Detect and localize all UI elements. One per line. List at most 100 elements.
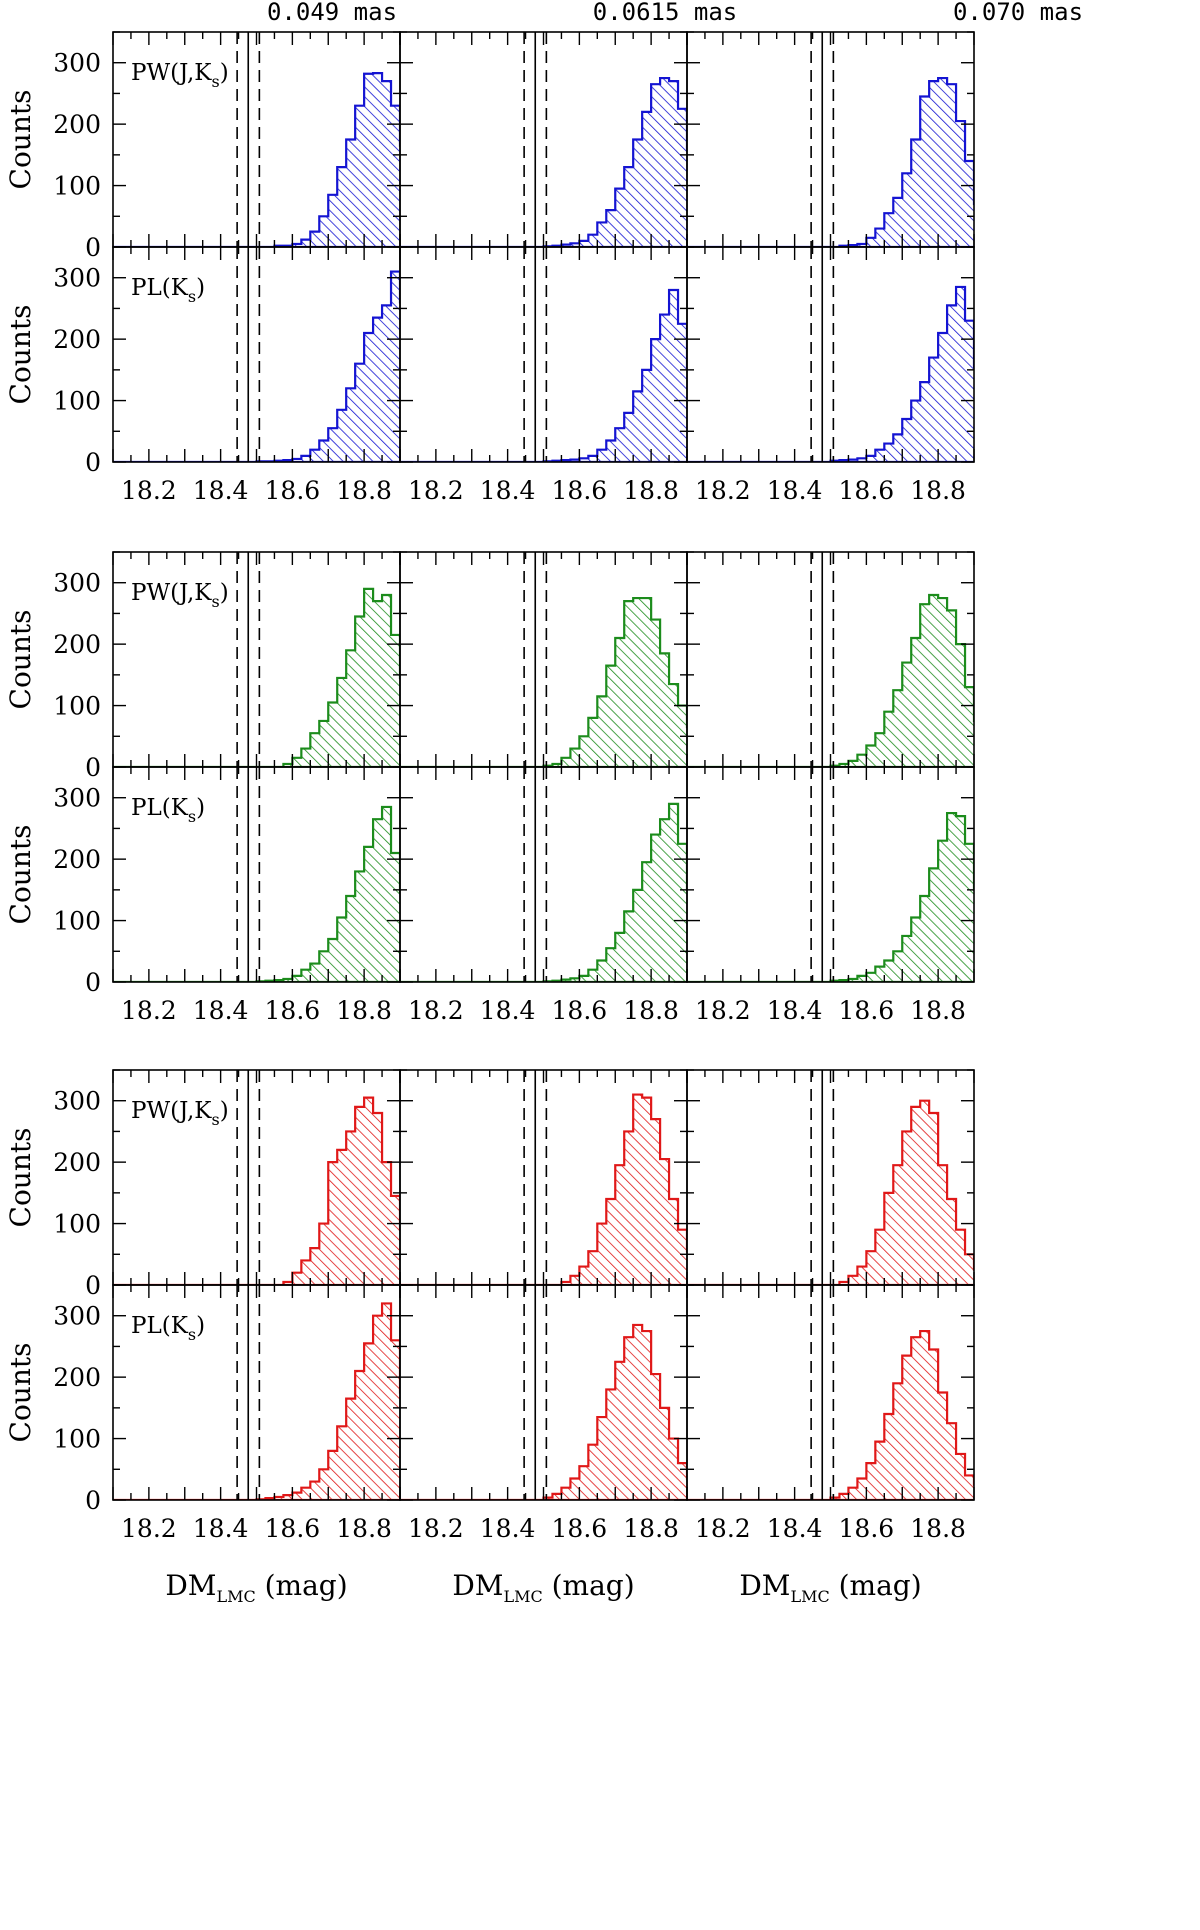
x-tick-label: 18.4 <box>767 476 823 505</box>
row-label-pl: PL(Ks) <box>131 275 205 306</box>
panel-5-3 <box>686 1069 975 1286</box>
x-tick-label: 18.6 <box>265 476 321 505</box>
y-axis-label: Counts <box>4 1128 37 1228</box>
panel-2-3: 18.2 18.4 18.6 18.8 <box>686 246 975 505</box>
x-tick-label: 18.2 <box>121 1514 177 1543</box>
x-tick-label: 18.8 <box>910 996 966 1025</box>
x-axis-label: DMLMC (mag) <box>739 1569 921 1606</box>
panel-1-1: 0 100 200 300 Counts PW(J,Ks) <box>4 31 401 262</box>
y-tick-label: 0 <box>85 1271 101 1300</box>
y-axis-label: Counts <box>4 825 37 925</box>
histogram-bars <box>113 72 400 247</box>
panel-1-3 <box>686 31 975 248</box>
histogram-bars <box>687 593 974 767</box>
y-tick-label: 100 <box>53 387 101 416</box>
y-tick-label: 200 <box>53 110 101 139</box>
y-tick-label: 100 <box>53 907 101 936</box>
x-axis-label: DMLMC (mag) <box>165 1569 347 1606</box>
histogram-bars <box>400 802 687 982</box>
row-label-pl: PL(Ks) <box>131 1313 205 1344</box>
green-group: 0 100 200 300 Counts PW(J,Ks) 0 100 200 300 Counts… <box>4 551 975 1025</box>
x-tick-label: 18.8 <box>623 996 679 1025</box>
column-header-3: 0.070 mas <box>953 0 1083 26</box>
histogram-bars <box>400 596 687 767</box>
y-tick-label: 0 <box>85 753 101 782</box>
histogram-bars <box>400 1093 687 1285</box>
column-header-2: 0.0615 mas <box>593 0 738 26</box>
y-tick-label: 300 <box>53 264 101 293</box>
panel-3-3 <box>686 551 975 768</box>
y-tick-label: 200 <box>53 1148 101 1177</box>
histogram-bars <box>400 288 687 462</box>
row-label-pw: PW(J,Ks) <box>131 60 229 91</box>
column-headers: 0.049 mas 0.0615 mas 0.070 mas <box>267 0 1083 26</box>
histogram-bars <box>400 1323 687 1500</box>
x-tick-label: 18.4 <box>480 476 536 505</box>
column-header-1: 0.049 mas <box>267 0 397 26</box>
panel-6-1: 0 100 200 300 Counts PL(Ks) 18.2 18.4 18.6 18.8 DM… <box>4 1284 401 1606</box>
panel-grid: 0 100 200 300 Counts PW(J,Ks) 0 100 200 300 Counts… <box>4 31 975 1606</box>
x-tick-label: 18.2 <box>695 476 751 505</box>
y-tick-label: 300 <box>53 1087 101 1116</box>
histogram-bars <box>687 1099 974 1285</box>
x-tick-label: 18.8 <box>623 1514 679 1543</box>
y-tick-label: 100 <box>53 172 101 201</box>
y-tick-label: 200 <box>53 630 101 659</box>
x-tick-label: 18.2 <box>695 996 751 1025</box>
y-tick-label: 200 <box>53 845 101 874</box>
x-tick-label: 18.8 <box>336 1514 392 1543</box>
x-tick-label: 18.8 <box>336 476 392 505</box>
x-tick-label: 18.2 <box>121 476 177 505</box>
panel-4-1: 0 100 200 300 Counts PL(Ks) 18.2 18.4 18.6 18.8 <box>4 766 401 1025</box>
blue-group: 0 100 200 300 Counts PW(J,Ks) 0 100 200 300 Counts… <box>4 31 975 505</box>
y-tick-label: 100 <box>53 1425 101 1454</box>
histogram-bars <box>400 76 687 247</box>
x-tick-label: 18.2 <box>121 996 177 1025</box>
row-label-pw: PW(J,Ks) <box>131 1098 229 1129</box>
panel-5-2 <box>399 1069 688 1286</box>
y-tick-label: 300 <box>53 569 101 598</box>
histogram-bars <box>687 1329 974 1500</box>
y-tick-label: 300 <box>53 49 101 78</box>
panel-4-3: 18.2 18.4 18.6 18.8 <box>686 766 975 1025</box>
x-tick-label: 18.2 <box>695 1514 751 1543</box>
red-group: 0 100 200 300 Counts PW(J,Ks) 0 100 200 300 Counts… <box>4 1069 975 1606</box>
histogram-bars <box>113 270 400 462</box>
y-tick-label: 100 <box>53 1210 101 1239</box>
y-axis-label: Counts <box>4 90 37 190</box>
x-tick-label: 18.4 <box>767 1514 823 1543</box>
panel-2-1: 0 100 200 300 Counts PL(Ks) 18.2 18.4 18.6 18.8 <box>4 246 401 505</box>
y-tick-label: 0 <box>85 448 101 477</box>
x-tick-label: 18.8 <box>623 476 679 505</box>
histogram-bars <box>113 1302 400 1500</box>
x-tick-label: 18.8 <box>910 1514 966 1543</box>
y-tick-label: 200 <box>53 325 101 354</box>
x-tick-label: 18.6 <box>265 996 321 1025</box>
y-tick-label: 100 <box>53 692 101 721</box>
panel-5-1: 0 100 200 300 Counts PW(J,Ks) <box>4 1069 401 1300</box>
y-axis-label: Counts <box>4 610 37 710</box>
y-tick-label: 200 <box>53 1363 101 1392</box>
histogram-bars <box>687 811 974 982</box>
x-tick-label: 18.4 <box>193 1514 249 1543</box>
y-axis-label: Counts <box>4 1343 37 1443</box>
panel-3-2 <box>399 551 688 768</box>
x-tick-label: 18.6 <box>839 1514 895 1543</box>
panel-1-2 <box>399 31 688 248</box>
y-tick-label: 300 <box>53 784 101 813</box>
x-tick-label: 18.2 <box>408 996 464 1025</box>
y-tick-label: 300 <box>53 1302 101 1331</box>
y-tick-label: 0 <box>85 1486 101 1515</box>
histogram-bars <box>687 76 974 247</box>
histogram-bars <box>113 587 400 767</box>
x-tick-label: 18.6 <box>552 996 608 1025</box>
x-tick-label: 18.6 <box>265 1514 321 1543</box>
row-label-pl: PL(Ks) <box>131 795 205 826</box>
panel-6-2: 18.2 18.4 18.6 18.8 DMLMC (mag) <box>399 1284 688 1606</box>
panel-4-2: 18.2 18.4 18.6 18.8 <box>399 766 688 1025</box>
panel-6-3: 18.2 18.4 18.6 18.8 DMLMC (mag) <box>686 1284 975 1606</box>
row-label-pw: PW(J,Ks) <box>131 580 229 611</box>
x-tick-label: 18.6 <box>552 476 608 505</box>
x-tick-label: 18.6 <box>552 1514 608 1543</box>
